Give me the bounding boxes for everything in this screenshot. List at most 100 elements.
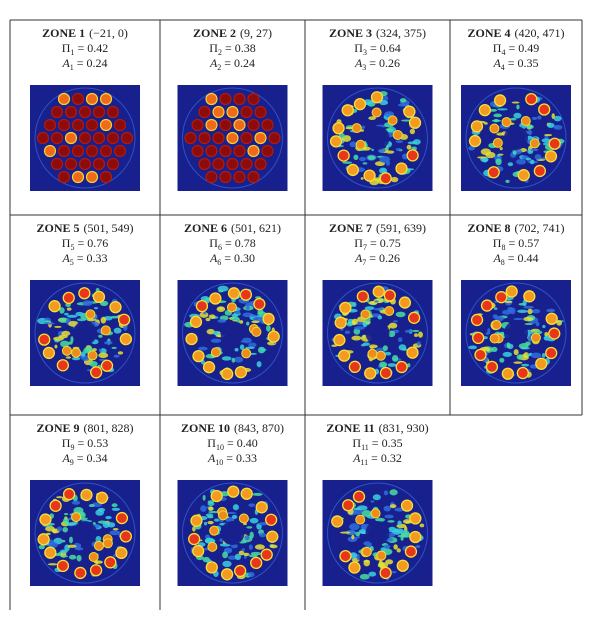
heatmap-spot (71, 512, 82, 523)
heatmap-noise (38, 545, 45, 550)
heatmap-noise (527, 308, 533, 315)
heatmap-spot (57, 170, 71, 184)
heatmap-center (504, 126, 528, 150)
heatmap-noise (239, 320, 244, 324)
heatmap-noise (71, 500, 81, 505)
heatmap-noise (248, 503, 256, 507)
pi-value: = 0.64 (367, 41, 401, 55)
heatmap-noise (112, 527, 119, 531)
a-symbol: A (61, 451, 70, 465)
pi-subscript: 8 (501, 243, 505, 252)
pi-line: Π2 = 0.38 (209, 41, 255, 57)
heatmap-center (220, 321, 245, 345)
heatmap-spot (334, 316, 347, 329)
zone-range: (−21, 0) (89, 26, 128, 40)
heatmap-spot (99, 144, 113, 158)
heatmap-spot (88, 551, 99, 562)
a-value: = 0.26 (366, 251, 400, 265)
heatmap-noise (68, 554, 77, 560)
heatmap-spot (337, 149, 350, 162)
heatmap-spot (78, 105, 92, 119)
pi-subscript: 5 (70, 243, 74, 252)
heatmap-noise (385, 160, 391, 166)
heatmap-noise (362, 146, 371, 151)
zone-title: ZONE 10 (181, 421, 230, 435)
heatmap-noise (111, 507, 120, 511)
a-value: = 0.33 (74, 251, 108, 265)
heatmap-spot (106, 131, 120, 145)
heatmap-rim (182, 282, 283, 384)
heatmap-noise (260, 348, 267, 352)
heatmap-spot (48, 300, 61, 313)
heatmap-noise (513, 349, 519, 356)
heatmap-noise (257, 311, 267, 316)
heatmap-spot (93, 540, 104, 551)
heatmap-noise (546, 308, 556, 313)
heatmap-spot (260, 548, 273, 561)
heatmap-spot (205, 92, 218, 106)
pi-symbol: Π (354, 41, 363, 55)
heatmap-rim (182, 482, 283, 584)
heatmap-noise (524, 323, 534, 326)
heatmap-noise (342, 161, 353, 164)
heatmap-spot (190, 514, 203, 527)
heatmap-noise (234, 553, 242, 561)
heatmap-noise (254, 544, 265, 550)
a-value: = 0.24 (74, 56, 108, 70)
heatmap-spot (406, 149, 419, 162)
pi-value: = 0.78 (222, 236, 256, 250)
heatmap-noise (234, 347, 239, 352)
heatmap-noise (70, 336, 74, 344)
heatmap-noise (88, 504, 95, 508)
heatmap-spot (198, 157, 211, 171)
heatmap-noise (356, 505, 368, 511)
heatmap-spot (92, 157, 106, 171)
heatmap-noise (496, 132, 505, 136)
heatmap-noise (67, 544, 77, 548)
heatmap-spot (333, 333, 346, 347)
heatmap-noise (351, 335, 362, 341)
heatmap-image (461, 85, 571, 191)
heatmap-spot (185, 332, 198, 346)
a-line: A9 = 0.34 (61, 451, 107, 467)
heatmap-center (504, 321, 528, 345)
heatmap-spot (115, 511, 129, 525)
heatmap-noise (389, 504, 397, 509)
heatmap-spot (240, 131, 253, 145)
heatmap-spot (264, 513, 278, 526)
heatmap-spot (62, 291, 75, 305)
pi-subscript: 2 (218, 48, 222, 57)
heatmap-spot (219, 92, 232, 106)
heatmap-spot (61, 345, 72, 356)
heatmap-spot (254, 131, 267, 145)
heatmap-spot (545, 312, 558, 325)
heatmap-rim (465, 87, 567, 189)
heatmap-image (322, 480, 433, 586)
heatmap-noise (248, 314, 257, 317)
heatmap-noise (47, 563, 58, 566)
heatmap-noise (384, 351, 392, 356)
pi-subscript: 6 (218, 243, 222, 252)
heatmap-noise (387, 363, 397, 367)
heatmap-noise (398, 344, 407, 351)
heatmap-spot (487, 166, 500, 179)
pi-symbol: Π (209, 236, 218, 250)
pi-subscript: 4 (501, 48, 505, 57)
heatmap-noise (495, 158, 502, 166)
heatmap-spot (92, 131, 106, 145)
heatmap-noise (104, 340, 113, 345)
heatmap-noise (69, 536, 73, 544)
heatmap-noise (406, 144, 412, 150)
heatmap-image (177, 480, 288, 586)
a-line: A11 = 0.32 (352, 451, 402, 467)
heatmap-noise (98, 348, 102, 352)
heatmap-spot (192, 350, 205, 363)
heatmap-spot (57, 144, 71, 158)
heatmap-spot (262, 312, 275, 326)
heatmap-noise (360, 177, 364, 180)
heatmap-center (365, 321, 390, 345)
heatmap-noise (506, 341, 511, 349)
pi-value: = 0.38 (222, 41, 256, 55)
a-line: A4 = 0.35 (492, 56, 538, 72)
